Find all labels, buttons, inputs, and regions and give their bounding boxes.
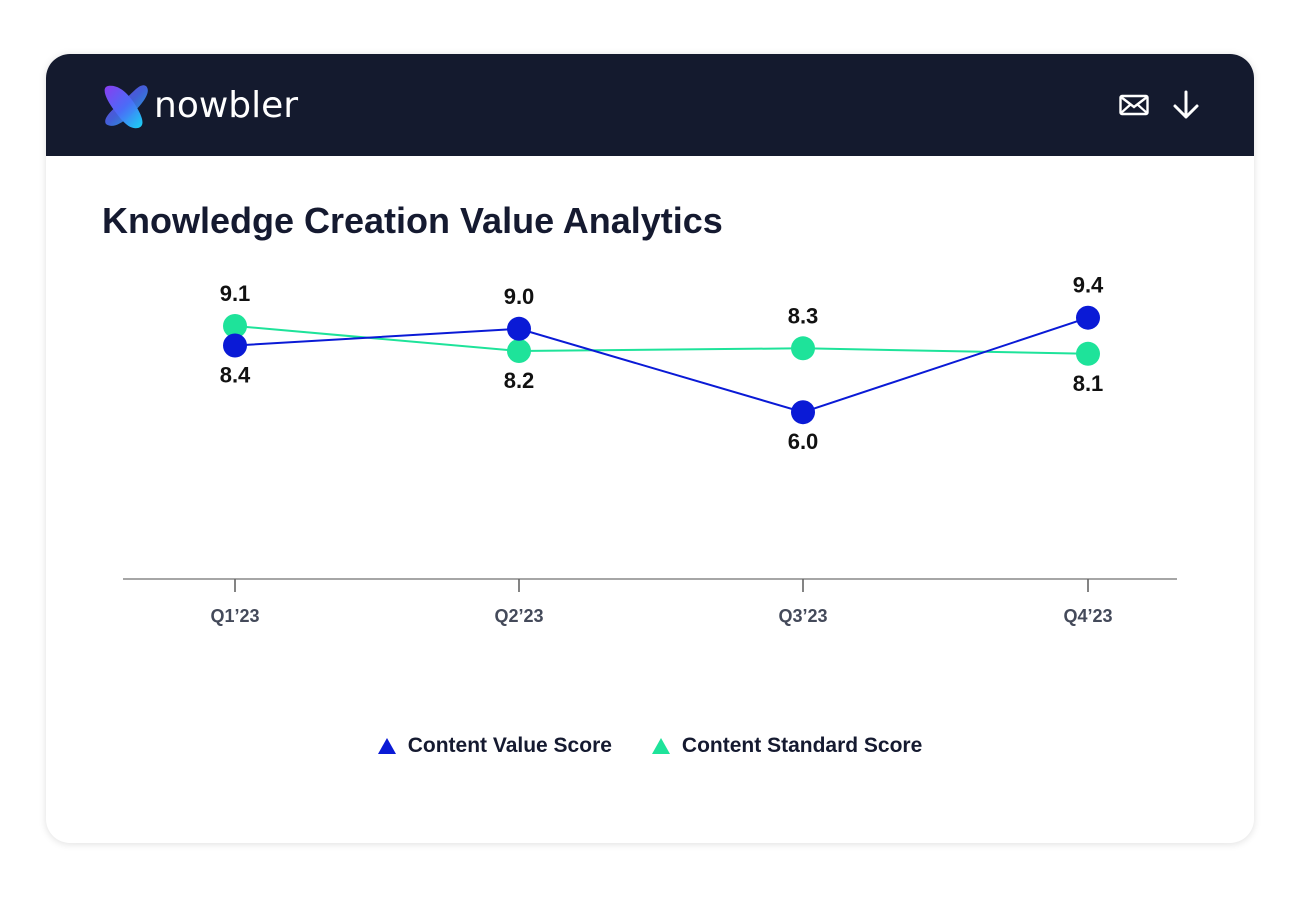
data-label: 9.1 (220, 281, 251, 306)
x-tick-label: Q4’23 (1063, 606, 1112, 626)
chart-legend: Content Value Score Content Standard Sco… (46, 734, 1254, 758)
legend-label: Content Standard Score (681, 734, 923, 757)
data-label: 8.4 (220, 363, 251, 388)
legend-item-content-standard[interactable]: Content Standard Score (651, 734, 923, 758)
data-point (223, 314, 247, 338)
mail-icon[interactable] (1118, 89, 1150, 121)
data-point (507, 316, 531, 341)
series-points (223, 305, 1100, 425)
brand-logo[interactable]: nowbler (102, 82, 298, 130)
data-label: 8.1 (1073, 371, 1104, 396)
brand-name: nowbler (154, 85, 299, 126)
triangle-marker-icon (651, 738, 670, 754)
series-line (234, 325, 1089, 355)
data-point (791, 400, 815, 425)
download-icon[interactable] (1170, 89, 1202, 121)
data-labels: 9.1 8.2 8.3 8.1 8.4 9.0 6.0 9.4 (220, 273, 1104, 455)
chart-title: Knowledge Creation Value Analytics (102, 200, 723, 241)
data-label: 8.2 (504, 368, 535, 393)
data-point (1076, 341, 1100, 366)
triangle-marker-icon (377, 738, 396, 754)
legend-item-content-value[interactable]: Content Value Score (377, 734, 612, 758)
data-label: 9.0 (504, 284, 535, 309)
legend-label: Content Value Score (407, 734, 612, 757)
x-axis-ticks: Q1’23 Q2’23 Q3’23 Q4’23 (210, 579, 1113, 626)
data-label: 8.3 (788, 303, 819, 328)
data-point (507, 339, 531, 363)
nowbler-logo-icon (104, 85, 148, 129)
data-point (223, 333, 247, 358)
app-header: nowbler (46, 54, 1254, 156)
data-point (1076, 305, 1100, 330)
data-label: 6.0 (788, 429, 819, 454)
series-line (234, 316, 1089, 414)
x-tick-label: Q3’23 (778, 606, 827, 626)
data-point (791, 336, 815, 361)
x-tick-label: Q1’23 (210, 606, 259, 626)
series-lines (234, 316, 1089, 414)
analytics-card: nowbler Knowledge Creation Value Analyti… (46, 54, 1254, 843)
x-tick-label: Q2’23 (494, 606, 543, 626)
line-chart: Q1’23 Q2’23 Q3’23 Q4’23 9.1 8.2 8.3 8.1 8.4 9.0 6… (123, 273, 1177, 626)
header-actions (1118, 89, 1202, 121)
data-label: 9.4 (1073, 273, 1104, 298)
